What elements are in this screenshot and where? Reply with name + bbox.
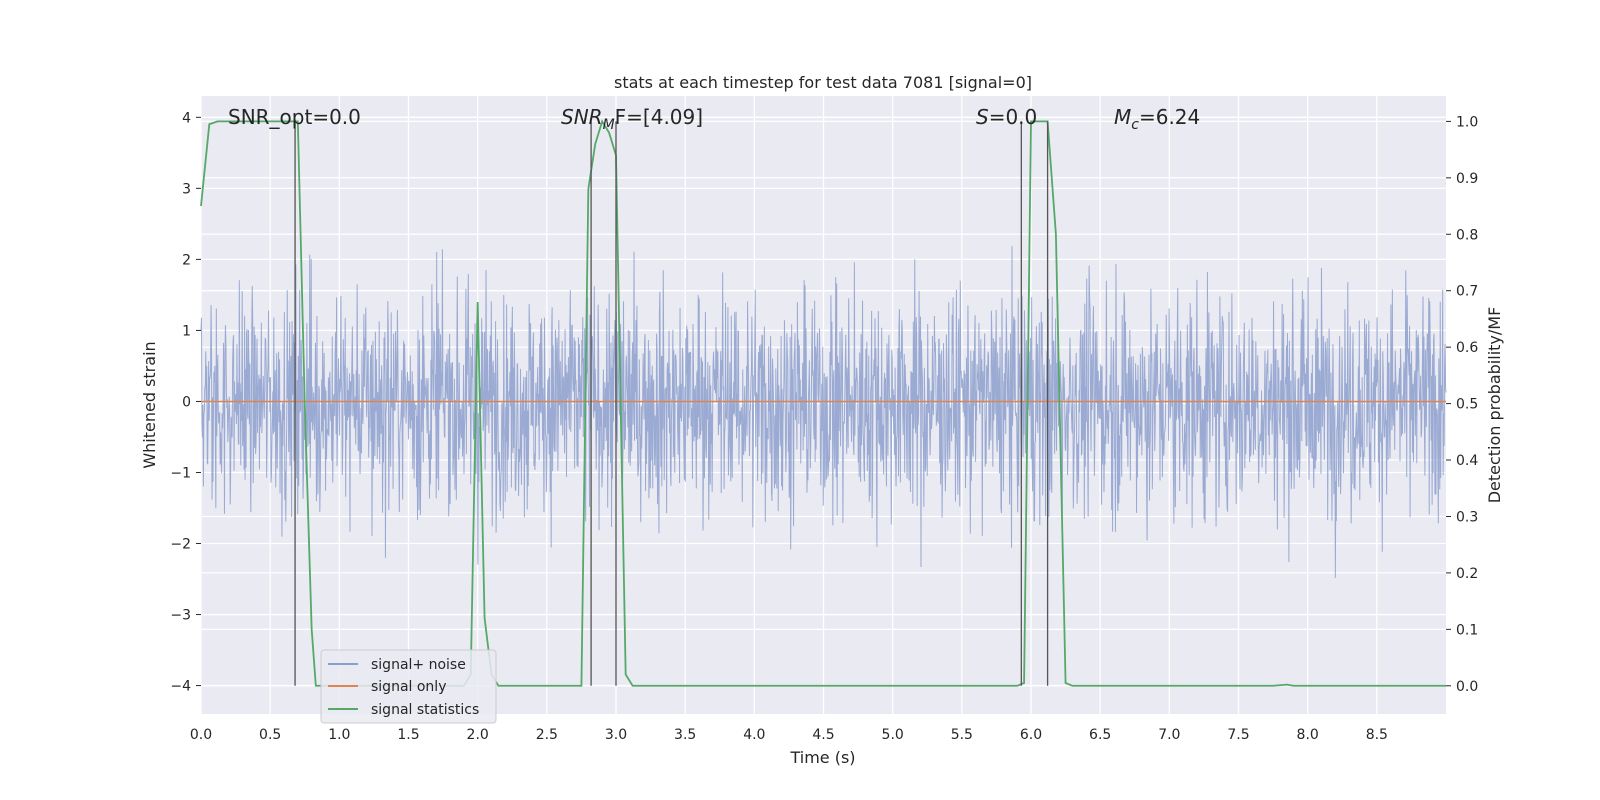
y2-tick-labels: 0.0 0.1 0.2 0.3 0.4 0.5 0.6 0.7 0.8 0.9 1.0 xyxy=(1446,114,1478,695)
annotation-snr-mf-base: SNR xyxy=(561,105,603,129)
y-tick-label-5: 1 xyxy=(182,323,191,339)
x-tick-label-8: 4.0 xyxy=(743,727,765,743)
y-tick-label-2: −2 xyxy=(170,537,191,553)
legend-label-signal-noise: signal+ noise xyxy=(371,657,466,673)
y2-tick-label-7: 0.7 xyxy=(1456,284,1478,300)
annotation-snr-opt: SNR_opt=0.0 xyxy=(228,105,361,129)
annotation-mc: Mc=6.24 xyxy=(1114,105,1200,133)
x-tick-label-17: 8.5 xyxy=(1366,727,1388,743)
annotation-s-label: S xyxy=(976,105,989,129)
y-axis-label: Whitened strain xyxy=(140,341,159,468)
y2-axis-label: Detection probability/MF xyxy=(1485,307,1504,504)
x-tick-label-0: 0.0 xyxy=(190,727,212,743)
x-tick-label-10: 5.0 xyxy=(882,727,904,743)
x-tick-label-1: 0.5 xyxy=(259,727,281,743)
x-tick-label-13: 6.5 xyxy=(1089,727,1111,743)
x-tick-label-11: 5.5 xyxy=(951,727,973,743)
annotation-s-value: =0.0 xyxy=(989,105,1038,129)
annotation-snr-mf-rest: F=[4.09] xyxy=(615,105,703,129)
chart-title: stats at each timestep for test data 708… xyxy=(614,73,1032,92)
y2-tick-label-0: 0.0 xyxy=(1456,679,1478,695)
y-tick-label-3: −1 xyxy=(170,465,191,481)
annotation-mc-value: =6.24 xyxy=(1139,105,1200,129)
y-tick-label-1: −3 xyxy=(170,608,191,624)
y2-tick-label-4: 0.4 xyxy=(1456,453,1478,469)
x-tick-label-6: 3.0 xyxy=(605,727,627,743)
series-signal-statistics-line xyxy=(200,119,1446,687)
annotation-snr-mf: SNRMF=[4.09] xyxy=(561,105,703,133)
annotation-snr-mf-sub: M xyxy=(603,117,615,133)
signal-noise-series xyxy=(200,246,1447,579)
x-tick-label-12: 6.0 xyxy=(1020,727,1042,743)
x-tick-labels: 0.0 0.5 1.0 1.5 2.0 2.5 3.0 3.5 4.0 4.5 5.0 5.5 6.0 6… xyxy=(190,727,1388,743)
annotation-mc-sub: c xyxy=(1131,117,1139,133)
x-tick-label-4: 2.0 xyxy=(467,727,489,743)
y-tick-label-7: 3 xyxy=(182,181,191,197)
x-tick-label-7: 3.5 xyxy=(674,727,696,743)
y-tick-label-8: 4 xyxy=(182,110,191,126)
y2-tick-label-3: 0.3 xyxy=(1456,509,1478,525)
y2-tick-label-2: 0.2 xyxy=(1456,566,1478,582)
series-signal-noise-line xyxy=(200,246,1447,579)
y-tick-label-0: −4 xyxy=(170,679,191,695)
legend-label-signal-statistics: signal statistics xyxy=(371,702,479,718)
vertical-markers xyxy=(294,121,1049,686)
y2-tick-label-10: 1.0 xyxy=(1456,114,1478,130)
series-lines xyxy=(200,119,1446,687)
annotation-s: S=0.0 xyxy=(976,105,1037,129)
y2-tick-label-9: 0.9 xyxy=(1456,171,1478,187)
legend-label-signal-only: signal only xyxy=(371,679,446,695)
y2-tick-label-6: 0.6 xyxy=(1456,340,1478,356)
x-tick-label-9: 4.5 xyxy=(812,727,834,743)
y-tick-label-4: 0 xyxy=(182,394,191,410)
x-tick-label-2: 1.0 xyxy=(328,727,350,743)
legend: signal+ noise signal only signal statist… xyxy=(320,649,497,724)
x-tick-label-15: 7.5 xyxy=(1227,727,1249,743)
y-tick-labels: −4 −3 −2 −1 0 1 2 3 4 xyxy=(170,110,201,695)
x-tick-label-14: 7.0 xyxy=(1158,727,1180,743)
legend-box xyxy=(320,649,497,724)
y2-tick-label-8: 0.8 xyxy=(1456,227,1478,243)
x-tick-label-3: 1.5 xyxy=(397,727,419,743)
y-tick-label-6: 2 xyxy=(182,252,191,268)
annotation-mc-base: M xyxy=(1114,105,1131,129)
x-tick-label-5: 2.5 xyxy=(536,727,558,743)
y2-tick-label-5: 0.5 xyxy=(1456,397,1478,413)
x-tick-label-16: 8.0 xyxy=(1297,727,1319,743)
x-axis-label: Time (s) xyxy=(789,748,855,767)
y2-tick-label-1: 0.1 xyxy=(1456,622,1478,638)
